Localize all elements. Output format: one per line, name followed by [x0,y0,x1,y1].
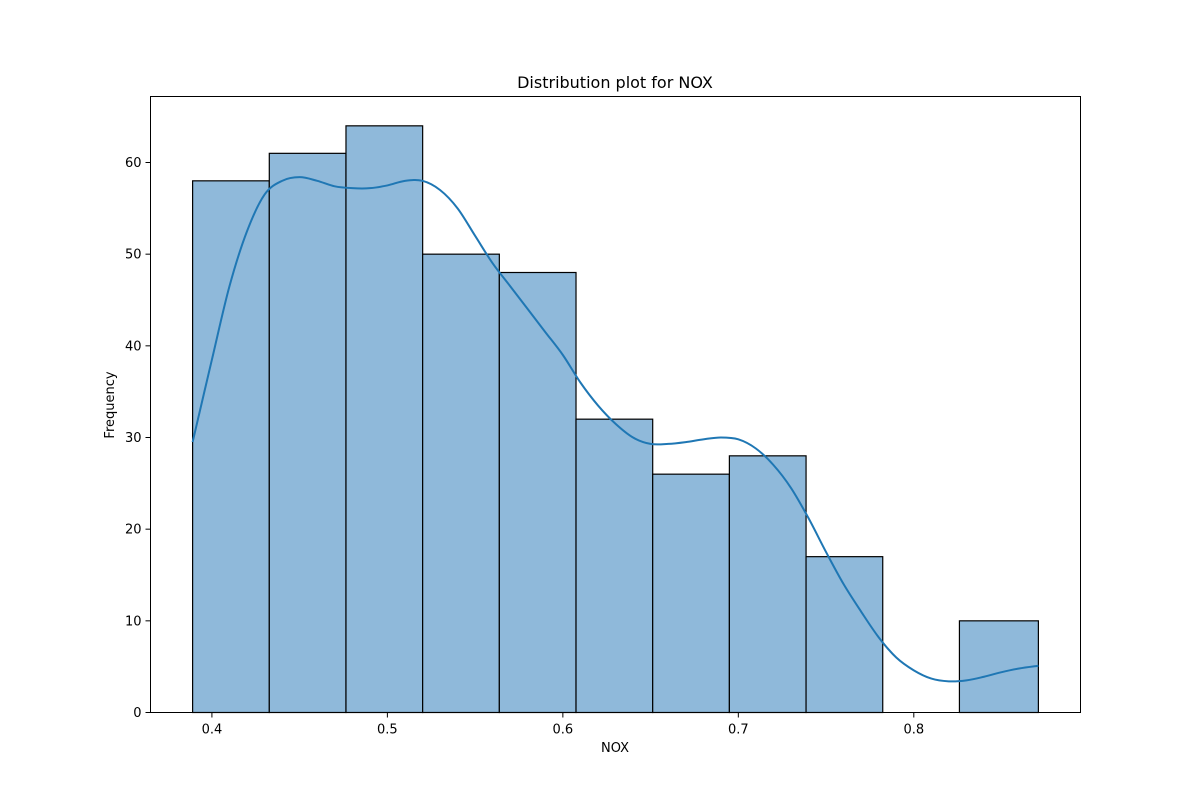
x-tick-label: 0.5 [377,723,398,738]
y-axis-ticks: 0 10 20 30 40 50 60 [125,156,151,721]
histogram-bar [192,180,270,714]
y-tick-label: 30 [125,431,142,446]
y-tick-label: 40 [125,339,142,354]
histogram-bar [728,455,807,714]
kde-curve [191,176,1039,683]
x-axis-label: NOX [601,741,629,756]
histogram-bar [268,152,347,714]
x-axis-ticks: 0.4 0.5 0.6 0.7 0.8 [202,712,924,738]
y-tick-label: 10 [125,614,142,629]
y-tick-label: 0 [133,706,141,721]
histogram-bars [192,125,1039,714]
y-tick-label: 60 [125,156,142,171]
histogram-bar [575,418,654,714]
y-axis-label: Frequency [103,371,118,438]
histogram-bar [345,125,424,714]
x-tick-label: 0.4 [202,723,223,738]
y-tick-label: 20 [125,523,142,538]
x-tick-label: 0.6 [553,723,574,738]
x-tick-label: 0.8 [903,723,924,738]
chart-title: Distribution plot for NOX [517,73,713,92]
histogram-bar [652,473,730,714]
kde-curve-group [191,176,1039,683]
y-tick-label: 50 [125,248,142,263]
histogram-bar [422,253,500,714]
histogram-bar [498,271,577,714]
x-tick-label: 0.7 [728,723,749,738]
plot-frame [150,96,1081,713]
histogram-bar [805,556,884,714]
